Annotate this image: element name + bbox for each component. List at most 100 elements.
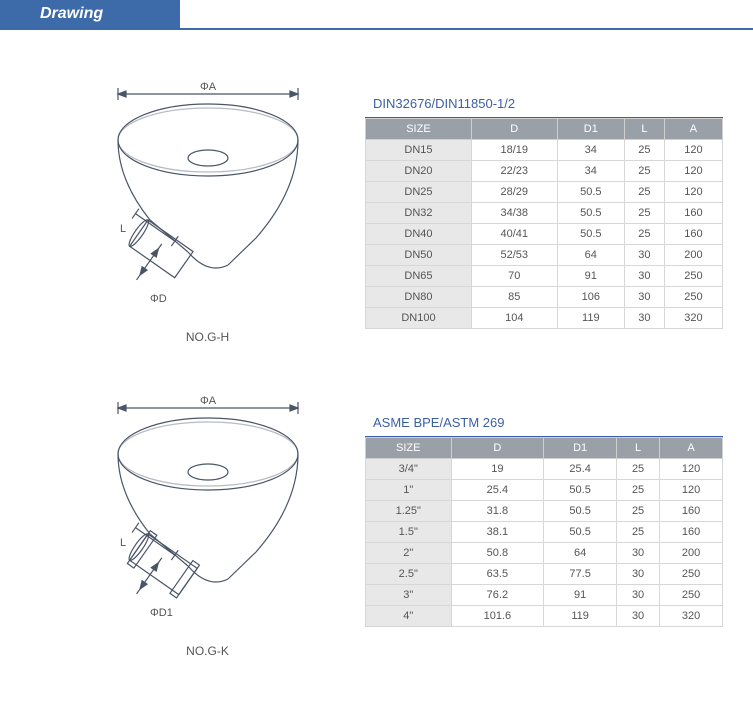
table-cell: 2" xyxy=(366,543,452,564)
table-row: 2"50.86430200 xyxy=(366,543,723,564)
svg-text:ΦA: ΦA xyxy=(199,81,216,93)
table-cell: 70 xyxy=(471,266,557,287)
table-cell: 160 xyxy=(664,203,722,224)
table-cell: 76.2 xyxy=(451,585,544,606)
table-cell: 77.5 xyxy=(544,564,617,585)
table-row: DN10010411930320 xyxy=(366,308,723,329)
table-cell: DN80 xyxy=(366,287,472,308)
table-cell: 34/38 xyxy=(471,203,557,224)
table-cell: 19 xyxy=(451,459,544,480)
table-cell: 25 xyxy=(624,224,664,245)
table-cell: 34 xyxy=(557,140,624,161)
table-title: ASME BPE/ASTM 269 xyxy=(365,409,723,437)
table-cell: 25 xyxy=(617,522,660,543)
drawings-column: ΦA L ΦD NO.G-H xyxy=(10,40,365,718)
table-cell: 160 xyxy=(660,501,723,522)
table-cell: 50.5 xyxy=(544,480,617,501)
table-cell: 30 xyxy=(624,308,664,329)
table-block: DIN32676/DIN11850-1/2SIZEDD1LADN1518/193… xyxy=(365,90,723,329)
banner-title: Drawing xyxy=(0,0,180,28)
table-cell: 101.6 xyxy=(451,606,544,627)
table-cell: 2.5" xyxy=(366,564,452,585)
table-block: ASME BPE/ASTM 269SIZEDD1LA3/4"1925.42512… xyxy=(365,409,723,627)
table-cell: 160 xyxy=(660,522,723,543)
table-cell: 64 xyxy=(544,543,617,564)
table-row: DN1518/193425120 xyxy=(366,140,723,161)
table-row: DN5052/536430200 xyxy=(366,245,723,266)
table-cell: 250 xyxy=(660,564,723,585)
table-cell: 38.1 xyxy=(451,522,544,543)
table-header-cell: D xyxy=(451,438,544,459)
table-cell: 50.8 xyxy=(451,543,544,564)
table-header-cell: A xyxy=(664,119,722,140)
table-cell: 30 xyxy=(617,585,660,606)
table-row: DN3234/3850.525160 xyxy=(366,203,723,224)
svg-text:L: L xyxy=(120,223,126,235)
table-header-cell: D xyxy=(471,119,557,140)
table-cell: 200 xyxy=(660,543,723,564)
table-header-cell: A xyxy=(660,438,723,459)
table-cell: 250 xyxy=(664,287,722,308)
table-cell: 320 xyxy=(664,308,722,329)
table-cell: 120 xyxy=(664,182,722,203)
table-cell: 25 xyxy=(624,182,664,203)
table-cell: 25 xyxy=(624,161,664,182)
drawing-label: NO.G-H xyxy=(70,330,345,344)
table-cell: 91 xyxy=(557,266,624,287)
table-cell: 3/4" xyxy=(366,459,452,480)
svg-text:ΦD1: ΦD1 xyxy=(150,607,173,619)
table-cell: 50.5 xyxy=(557,182,624,203)
table-row: 4"101.611930320 xyxy=(366,606,723,627)
table-cell: 30 xyxy=(617,564,660,585)
table-cell: 200 xyxy=(664,245,722,266)
table-cell: 50.5 xyxy=(544,501,617,522)
table-cell: 25.4 xyxy=(451,480,544,501)
table-cell: 25 xyxy=(617,501,660,522)
drawing-svg: ΦA L ΦD xyxy=(88,80,328,320)
table-cell: 25 xyxy=(624,203,664,224)
spec-table: SIZEDD1LA3/4"1925.4251201"25.450.5251201… xyxy=(365,437,723,627)
table-cell: 250 xyxy=(660,585,723,606)
table-cell: 119 xyxy=(544,606,617,627)
table-header-cell: D1 xyxy=(557,119,624,140)
table-cell: 30 xyxy=(624,287,664,308)
table-cell: 40/41 xyxy=(471,224,557,245)
table-cell: 160 xyxy=(664,224,722,245)
table-cell: DN40 xyxy=(366,224,472,245)
table-cell: 120 xyxy=(664,161,722,182)
table-row: DN2528/2950.525120 xyxy=(366,182,723,203)
table-cell: DN15 xyxy=(366,140,472,161)
table-cell: 91 xyxy=(544,585,617,606)
table-cell: 31.8 xyxy=(451,501,544,522)
table-cell: 106 xyxy=(557,287,624,308)
table-cell: 18/19 xyxy=(471,140,557,161)
table-row: 3"76.29130250 xyxy=(366,585,723,606)
table-cell: 50.5 xyxy=(544,522,617,543)
table-cell: 1.5" xyxy=(366,522,452,543)
table-cell: 119 xyxy=(557,308,624,329)
table-cell: 1" xyxy=(366,480,452,501)
table-row: 1.25"31.850.525160 xyxy=(366,501,723,522)
table-cell: 120 xyxy=(660,480,723,501)
table-cell: 50.5 xyxy=(557,203,624,224)
table-cell: 28/29 xyxy=(471,182,557,203)
table-header-cell: L xyxy=(617,438,660,459)
table-cell: 25 xyxy=(617,459,660,480)
table-row: 1"25.450.525120 xyxy=(366,480,723,501)
table-cell: 50.5 xyxy=(557,224,624,245)
table-header-cell: D1 xyxy=(544,438,617,459)
table-row: 2.5"63.577.530250 xyxy=(366,564,723,585)
table-cell: 3" xyxy=(366,585,452,606)
table-row: 3/4"1925.425120 xyxy=(366,459,723,480)
table-cell: DN65 xyxy=(366,266,472,287)
table-cell: 25 xyxy=(624,140,664,161)
table-header-cell: L xyxy=(624,119,664,140)
table-cell: 30 xyxy=(624,245,664,266)
table-cell: 25.4 xyxy=(544,459,617,480)
table-cell: 85 xyxy=(471,287,557,308)
table-cell: 34 xyxy=(557,161,624,182)
table-cell: 30 xyxy=(624,266,664,287)
content: ΦA L ΦD NO.G-H xyxy=(0,30,753,728)
table-cell: 4" xyxy=(366,606,452,627)
table-cell: 104 xyxy=(471,308,557,329)
